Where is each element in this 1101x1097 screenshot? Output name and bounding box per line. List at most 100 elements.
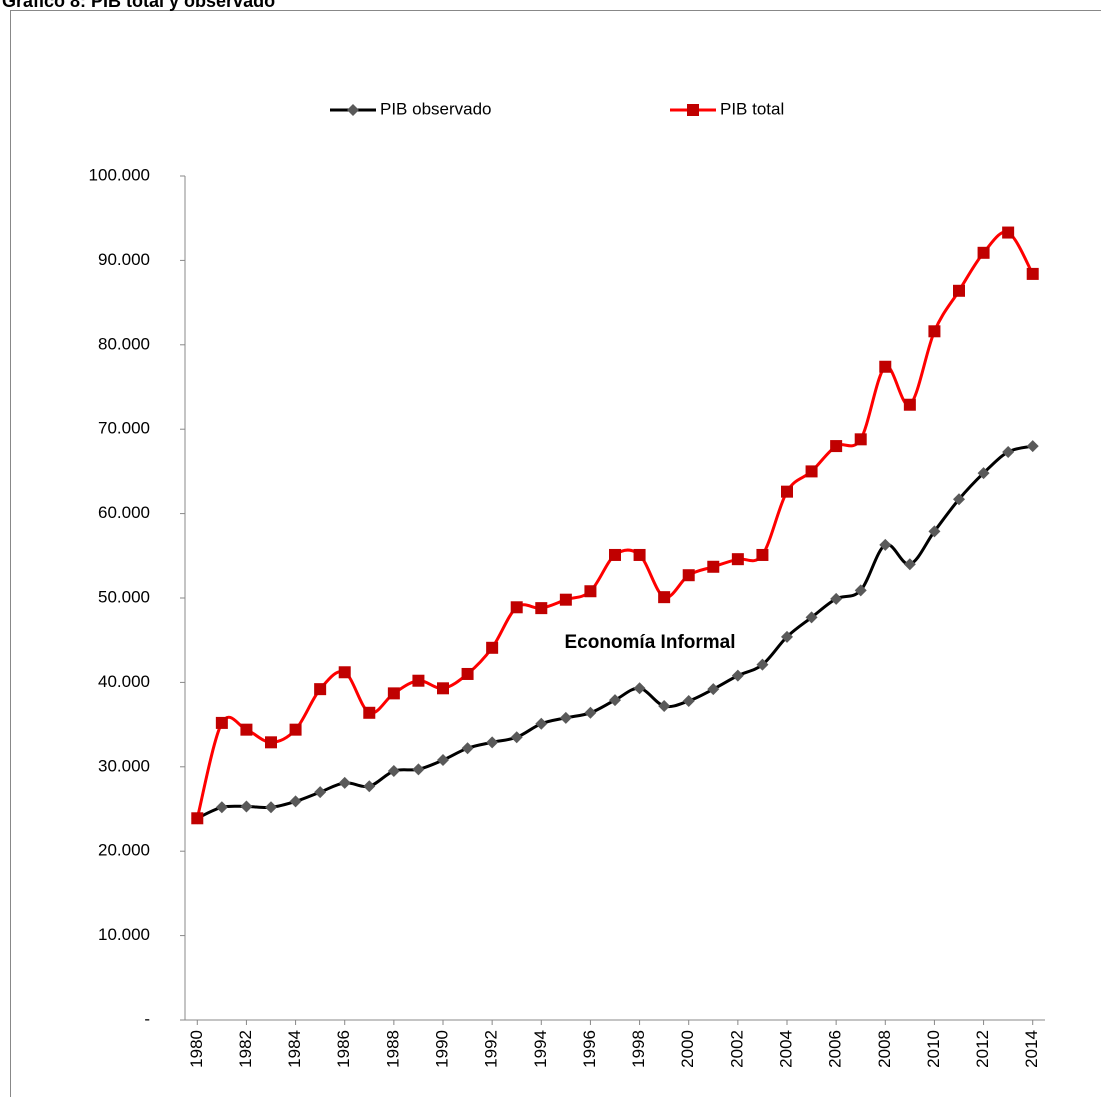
chart-border: [10, 10, 1101, 1097]
marker: [289, 795, 302, 808]
y-tick-label: 80.000: [98, 334, 150, 353]
marker: [240, 800, 253, 813]
marker: [535, 717, 548, 730]
marker: [191, 812, 204, 825]
x-tick-label: 2012: [973, 1030, 992, 1068]
marker: [338, 666, 351, 679]
marker: [215, 801, 228, 814]
marker: [781, 630, 793, 643]
marker: [854, 433, 867, 446]
marker: [903, 558, 916, 571]
marker: [781, 485, 793, 498]
marker: [265, 801, 277, 814]
y-tick-label: 20.000: [98, 841, 150, 860]
y-tick-label: -: [144, 1009, 150, 1028]
marker: [412, 763, 425, 776]
series-line: [195, 230, 1035, 819]
x-tick-label: 1986: [334, 1030, 353, 1068]
marker: [707, 683, 720, 696]
marker: [387, 765, 400, 778]
marker: [609, 694, 621, 707]
chart-title: Gráfico 8: PIB total y observado: [2, 0, 275, 11]
marker: [363, 780, 376, 793]
marker: [830, 440, 843, 453]
marker: [1026, 440, 1039, 453]
marker: [633, 548, 646, 561]
marker: [559, 593, 572, 606]
marker: [240, 723, 253, 736]
marker: [314, 786, 327, 799]
x-tick-label: 2008: [875, 1030, 894, 1068]
marker: [1002, 226, 1015, 239]
marker: [486, 736, 499, 749]
marker: [559, 711, 572, 724]
marker: [854, 584, 867, 597]
marker: [584, 585, 597, 598]
marker: [928, 525, 941, 538]
x-tick-label: 2014: [1022, 1030, 1041, 1068]
marker: [879, 360, 892, 373]
legend-label: PIB observado: [380, 99, 492, 118]
marker: [977, 467, 990, 480]
marker: [731, 669, 744, 682]
y-tick-label: 50.000: [98, 587, 150, 606]
x-tick-label: 1990: [432, 1030, 451, 1068]
marker: [682, 694, 695, 707]
marker: [535, 602, 548, 615]
marker: [289, 723, 302, 736]
marker: [731, 553, 744, 566]
marker: [633, 682, 646, 695]
marker: [953, 493, 965, 506]
y-tick-label: 10.000: [98, 925, 150, 944]
marker: [486, 641, 499, 654]
marker: [658, 591, 671, 604]
x-tick-label: 1984: [285, 1030, 304, 1068]
marker: [682, 569, 695, 582]
legend-marker: [687, 104, 699, 116]
legend-marker: [347, 104, 359, 116]
marker: [1026, 267, 1039, 280]
y-tick-label: 70.000: [98, 419, 150, 438]
marker: [338, 776, 351, 789]
marker: [879, 538, 892, 551]
marker: [928, 325, 941, 338]
marker: [953, 284, 965, 297]
marker: [461, 742, 474, 755]
x-tick-label: 1998: [629, 1030, 648, 1068]
x-tick-label: 1996: [580, 1030, 599, 1068]
marker: [314, 683, 327, 696]
x-tick-label: 2010: [924, 1030, 943, 1068]
marker: [510, 731, 523, 744]
marker: [805, 611, 818, 624]
marker: [412, 674, 425, 687]
marker: [510, 601, 523, 614]
x-tick-label: 1994: [531, 1030, 550, 1068]
marker: [756, 658, 769, 671]
marker: [1002, 445, 1015, 458]
marker: [903, 398, 916, 411]
marker: [756, 548, 769, 561]
annotation: Economía Informal: [564, 632, 735, 653]
marker: [609, 548, 621, 561]
marker: [707, 560, 720, 573]
marker: [658, 700, 671, 713]
marker: [215, 716, 228, 729]
x-tick-label: 2000: [678, 1030, 697, 1068]
x-tick-label: 1982: [236, 1030, 255, 1068]
y-tick-label: 30.000: [98, 756, 150, 775]
x-tick-label: 1992: [482, 1030, 501, 1068]
marker: [437, 754, 449, 767]
y-tick-label: 60.000: [98, 503, 150, 522]
x-tick-label: 2004: [776, 1030, 795, 1068]
x-tick-label: 1980: [187, 1030, 206, 1068]
x-tick-label: 1988: [383, 1030, 402, 1068]
x-tick-label: 2002: [727, 1030, 746, 1068]
y-tick-label: 100.000: [89, 165, 150, 184]
marker: [461, 667, 474, 680]
marker: [977, 246, 990, 259]
x-tick-label: 2006: [826, 1030, 845, 1068]
marker: [584, 706, 597, 719]
marker: [363, 706, 376, 719]
legend-label: PIB total: [720, 99, 784, 118]
